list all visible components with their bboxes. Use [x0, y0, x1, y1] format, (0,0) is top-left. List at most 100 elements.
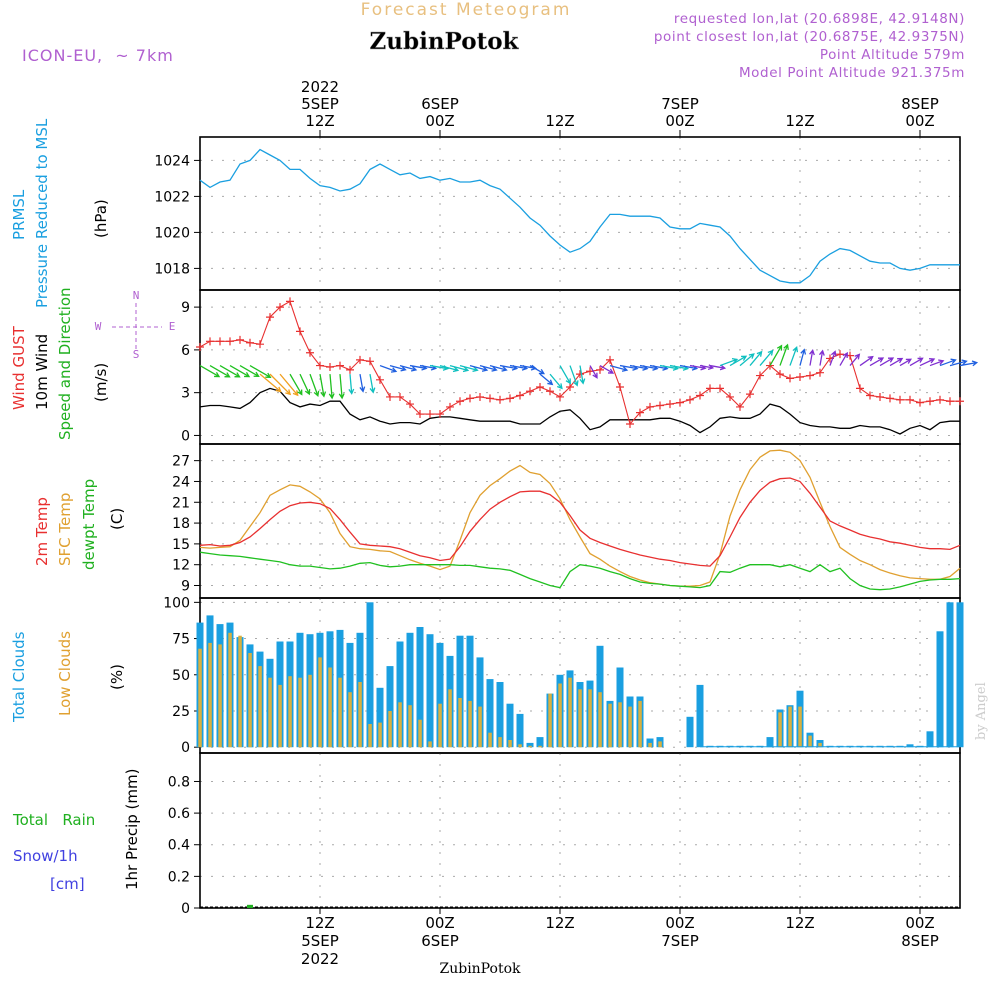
wind-gust-line — [199, 300, 960, 426]
bottom-time-label: 5SEP — [301, 932, 339, 950]
total-cloud-bar — [536, 737, 544, 748]
product-title: Forecast Meteogram — [361, 0, 572, 20]
gust-marker — [506, 394, 514, 403]
model-point-altitude: Model Point Altitude 921.375m — [739, 65, 965, 81]
total-cloud-bar — [936, 631, 944, 748]
dewpt-temp-line — [199, 551, 961, 591]
temp-dewpt-label: dewpt Temp — [80, 479, 98, 570]
temperature-ytick-label: 24 — [172, 474, 190, 490]
pressure-ytick-label: 1020 — [154, 225, 190, 241]
gust-marker — [456, 397, 464, 406]
temp-unit-label: (C) — [108, 508, 126, 530]
low-cloud-bar — [488, 732, 492, 748]
location-title: ZubinPotok — [370, 28, 520, 55]
precip-panel: 0 0.2 0.4 0.6 0.8 — [168, 752, 961, 917]
wind-arrow — [449, 364, 470, 373]
precip-panel-labels: Total Rain Snow/1h [cm] 1hr Precip (mm) — [12, 769, 141, 893]
precip-ytick-label: 0.6 — [168, 806, 190, 822]
total-cloud-bar — [956, 602, 964, 748]
pressure-label-msl: Pressure Reduced to MSL — [33, 118, 51, 308]
panels: 1018 1020 1022 1024 0 3 6 9 9 12 15 18 21 24 27 0 25 50 75… — [154, 136, 979, 917]
gust-marker — [216, 337, 224, 346]
wind-arrow — [539, 373, 554, 386]
wind-arrow — [379, 364, 398, 373]
low-cloud-bar — [628, 706, 632, 748]
wind-arrow — [239, 365, 260, 378]
low-cloud-bar — [648, 742, 652, 748]
top-time-label: 00Z — [425, 112, 454, 130]
low-cloud-bar — [438, 703, 442, 748]
low-cloud-bar — [358, 682, 362, 748]
wind-ytick-label: 6 — [181, 343, 190, 359]
gust-marker — [916, 398, 924, 407]
gust-marker — [376, 375, 384, 384]
top-time-label: 7SEP — [661, 95, 699, 113]
top-time-label: 8SEP — [901, 95, 939, 113]
gust-marker — [926, 397, 934, 406]
wind-arrow — [839, 351, 848, 366]
low-cloud-bar — [308, 674, 312, 748]
wind-gust-label: Wind GUST — [10, 325, 28, 410]
wind-arrow — [579, 365, 586, 385]
wind-arrow — [739, 353, 755, 367]
low-cloud-bar — [558, 683, 562, 748]
bottom-time-label: 12Z — [785, 914, 814, 932]
gust-marker — [676, 398, 684, 407]
low-cloud-bar — [338, 677, 342, 748]
snow-unit-label: [cm] — [50, 875, 85, 893]
wind-arrow — [199, 365, 221, 378]
top-time-label: 12Z — [305, 112, 334, 130]
gust-marker — [416, 410, 424, 419]
gust-marker — [386, 392, 394, 401]
low-cloud-bar — [298, 677, 302, 748]
clouds-ytick-label: 75 — [172, 632, 190, 648]
total-cloud-bar — [376, 687, 384, 748]
wind-arrow — [729, 355, 748, 367]
wind-arrow — [219, 365, 241, 378]
wind-arrow — [369, 374, 376, 394]
top-time-label: 6SEP — [421, 95, 459, 113]
sfc-temp-line — [199, 449, 961, 587]
gust-marker — [286, 297, 294, 306]
clouds-ytick-label: 0 — [181, 740, 190, 756]
bottom-time-label: 00Z — [665, 914, 694, 932]
gust-marker — [246, 338, 254, 347]
gust-marker — [656, 401, 664, 410]
wind-arrow — [529, 365, 546, 375]
gust-marker — [836, 350, 844, 359]
wind-arrow — [559, 365, 571, 385]
gust-marker — [596, 365, 604, 374]
gust-marker — [886, 394, 894, 403]
total-cloud-bar — [456, 635, 464, 748]
gust-marker — [546, 387, 554, 396]
top-time-label: 5SEP — [301, 95, 339, 113]
gust-marker — [606, 355, 614, 364]
total-cloud-bar — [436, 642, 444, 748]
gust-marker — [796, 372, 804, 381]
bottom-time-label: 2022 — [301, 950, 339, 968]
gust-marker — [476, 392, 484, 401]
gust-marker — [276, 303, 284, 312]
cloud-panel-labels: Total Clouds Low Clouds (%) — [10, 631, 126, 723]
bottom-time-label: 00Z — [905, 914, 934, 932]
pressure-panel-labels: PRMSL Pressure Reduced to MSL (hPa) — [10, 118, 110, 308]
wind-arrow — [849, 353, 861, 366]
clouds-panel: 0 25 50 75 100 — [163, 595, 964, 756]
gust-marker — [326, 363, 334, 371]
gust-marker — [756, 371, 764, 380]
low-cloud-bar — [618, 702, 622, 748]
gust-marker — [466, 394, 474, 403]
low-cloud-bar — [388, 711, 392, 748]
low-cloud-bar — [528, 745, 532, 748]
wind-arrow — [589, 365, 598, 379]
pressure-unit-label: (hPa) — [92, 199, 110, 238]
gust-marker — [256, 340, 264, 349]
gust-marker — [266, 313, 274, 322]
wind-arrow — [348, 374, 355, 395]
gust-marker — [226, 337, 234, 346]
gust-marker — [306, 348, 314, 357]
wind-arrow — [299, 373, 311, 396]
low-cloud-bar — [408, 705, 412, 748]
bottom-time-label: 00Z — [425, 914, 454, 932]
total-cloud-bar — [766, 737, 774, 748]
